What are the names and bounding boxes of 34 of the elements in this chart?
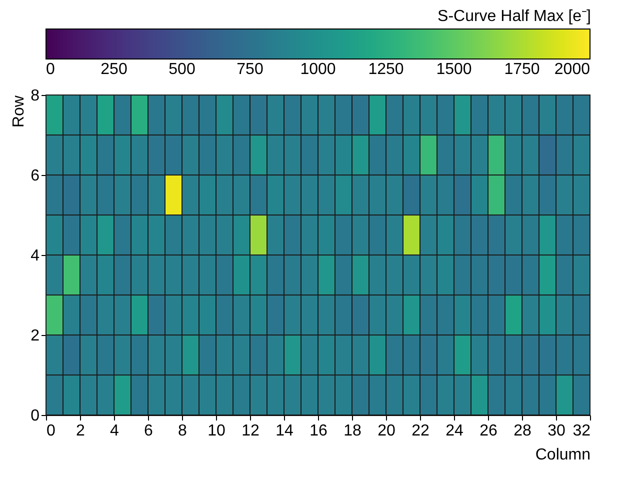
color-bar-label: 500	[168, 61, 196, 78]
x-tick-label: 28	[514, 422, 532, 440]
x-tick-label: 26	[480, 422, 498, 440]
color-bar-label: 2000	[554, 61, 590, 78]
y-tick-label: 6	[30, 168, 40, 184]
x-tick-label: 14	[276, 422, 294, 440]
color-bar-label: 0	[46, 61, 55, 78]
x-tick-label: 2	[76, 422, 86, 440]
y-tick-label: 2	[30, 328, 40, 344]
y-axis-title: Row	[10, 95, 28, 128]
x-tick-label: 4	[110, 422, 120, 440]
color-bar-label: 250	[100, 61, 128, 78]
x-tick-label: 12	[242, 422, 260, 440]
x-tick-label: 10	[208, 422, 226, 440]
y-tick-label: 0	[30, 408, 40, 424]
x-tick-label: 22	[412, 422, 430, 440]
color-bar-label: 1500	[436, 61, 472, 78]
color-bar-label: 1750	[504, 61, 540, 78]
y-tick-label: 8	[30, 88, 40, 104]
color-bar-label: 750	[236, 61, 264, 78]
color-bar-title: S-Curve Half Max [e⁻]	[438, 8, 591, 25]
x-tick-label: 18	[344, 422, 362, 440]
x-tick-label: 32	[572, 422, 591, 440]
x-tick-label: 8	[178, 422, 188, 440]
y-tick-label: 4	[30, 248, 40, 264]
color-bar-label: 1250	[368, 61, 404, 78]
x-tick-label: 24	[446, 422, 464, 440]
x-axis-title: Column	[535, 446, 590, 464]
x-tick-label: 30	[548, 422, 566, 440]
x-tick-label: 20	[378, 422, 396, 440]
x-tick-label: 16	[310, 422, 328, 440]
x-tick-label: 6	[144, 422, 154, 440]
x-tick-label: 0	[46, 422, 56, 440]
color-bar-label: 1000	[300, 61, 336, 78]
